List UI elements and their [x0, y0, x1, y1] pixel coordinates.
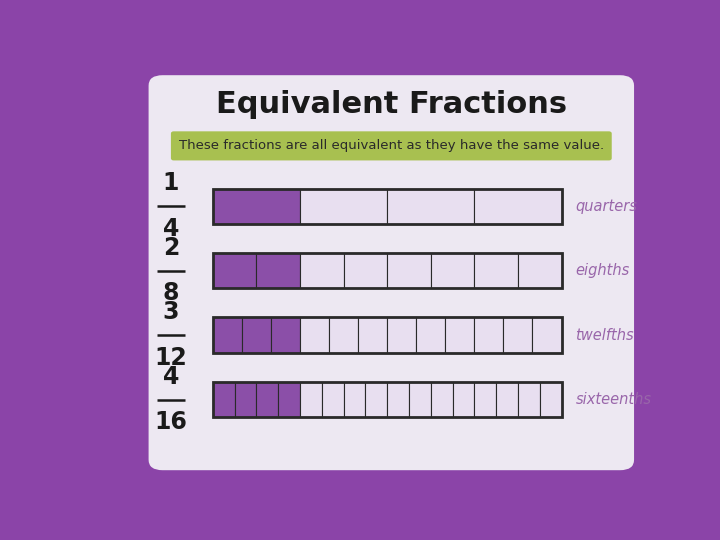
Bar [474, 382, 496, 417]
Text: 2: 2 [163, 236, 179, 260]
Bar [496, 382, 518, 417]
Bar [213, 188, 300, 224]
Text: 3: 3 [163, 300, 179, 324]
Bar [213, 253, 562, 288]
Bar [387, 253, 431, 288]
Bar [343, 253, 387, 288]
Bar [431, 382, 453, 417]
Bar [416, 318, 445, 353]
Bar [343, 382, 365, 417]
Bar [300, 188, 387, 224]
Text: 16: 16 [155, 410, 187, 434]
Bar [503, 318, 533, 353]
Bar [387, 188, 474, 224]
Bar [213, 188, 562, 224]
Text: quarters: quarters [575, 199, 637, 214]
Bar [300, 253, 343, 288]
Bar [213, 382, 562, 417]
Bar [453, 382, 474, 417]
Bar [387, 382, 409, 417]
Text: 1: 1 [163, 171, 179, 195]
Bar [431, 253, 474, 288]
Bar [213, 318, 242, 353]
Text: 4: 4 [163, 217, 179, 241]
Text: eighths: eighths [575, 263, 630, 278]
Text: 8: 8 [163, 281, 179, 306]
Bar [300, 318, 329, 353]
Bar [445, 318, 474, 353]
Bar [474, 188, 562, 224]
Bar [358, 318, 387, 353]
FancyBboxPatch shape [148, 75, 634, 470]
Bar [213, 382, 235, 417]
Text: Equivalent Fractions: Equivalent Fractions [216, 90, 567, 119]
Bar [278, 382, 300, 417]
Bar [256, 253, 300, 288]
Bar [533, 318, 562, 353]
Bar [271, 318, 300, 353]
Bar [213, 318, 562, 353]
Bar [322, 382, 343, 417]
Bar [300, 382, 322, 417]
Bar [242, 318, 271, 353]
FancyBboxPatch shape [171, 131, 612, 160]
Bar [329, 318, 358, 353]
Bar [387, 318, 416, 353]
Text: 12: 12 [155, 346, 187, 370]
Bar [365, 382, 387, 417]
Bar [213, 253, 256, 288]
Bar [518, 253, 562, 288]
Bar [474, 318, 503, 353]
Bar [474, 253, 518, 288]
Bar [518, 382, 540, 417]
Bar [409, 382, 431, 417]
Bar [256, 382, 278, 417]
Bar [540, 382, 562, 417]
Text: These fractions are all equivalent as they have the same value.: These fractions are all equivalent as th… [179, 139, 604, 152]
Text: sixteenths: sixteenths [575, 392, 652, 407]
Text: twelfths: twelfths [575, 328, 634, 342]
Bar [235, 382, 256, 417]
Text: 4: 4 [163, 364, 179, 389]
